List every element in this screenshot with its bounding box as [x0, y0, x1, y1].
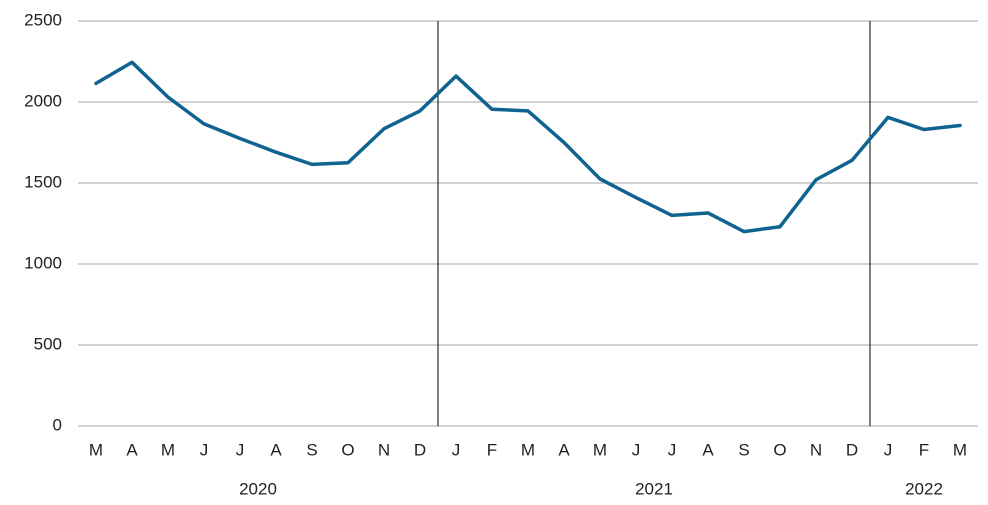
x-tick-label: M — [89, 440, 103, 459]
y-tick-label: 1500 — [24, 172, 62, 191]
x-tick-label: F — [919, 440, 929, 459]
x-tick-label: N — [810, 440, 822, 459]
x-tick-label: M — [161, 440, 175, 459]
year-label: 2020 — [239, 479, 277, 498]
x-tick-label: J — [200, 440, 209, 459]
x-tick-label: J — [236, 440, 245, 459]
x-tick-label: D — [846, 440, 858, 459]
x-tick-label: J — [668, 440, 677, 459]
x-tick-label: M — [593, 440, 607, 459]
y-tick-label: 2500 — [24, 10, 62, 29]
x-tick-label: N — [378, 440, 390, 459]
x-tick-label: A — [702, 440, 714, 459]
x-tick-label: J — [452, 440, 461, 459]
x-tick-label: M — [953, 440, 967, 459]
x-tick-label: A — [558, 440, 570, 459]
y-tick-label: 1000 — [24, 253, 62, 272]
y-tick-label: 500 — [34, 334, 62, 353]
x-tick-label: M — [521, 440, 535, 459]
x-tick-label: S — [738, 440, 749, 459]
data-line — [94, 60, 962, 234]
x-tick-label: A — [270, 440, 282, 459]
x-tick-label: J — [884, 440, 893, 459]
x-tick-label: O — [773, 440, 786, 459]
y-tick-label: 0 — [53, 415, 62, 434]
x-tick-label: D — [414, 440, 426, 459]
x-tick-label: S — [306, 440, 317, 459]
x-tick-label: J — [632, 440, 641, 459]
year-label: 2021 — [635, 479, 673, 498]
y-tick-label: 2000 — [24, 91, 62, 110]
x-tick-label: A — [126, 440, 138, 459]
x-tick-label: O — [341, 440, 354, 459]
x-tick-label: F — [487, 440, 497, 459]
year-label: 2022 — [905, 479, 943, 498]
